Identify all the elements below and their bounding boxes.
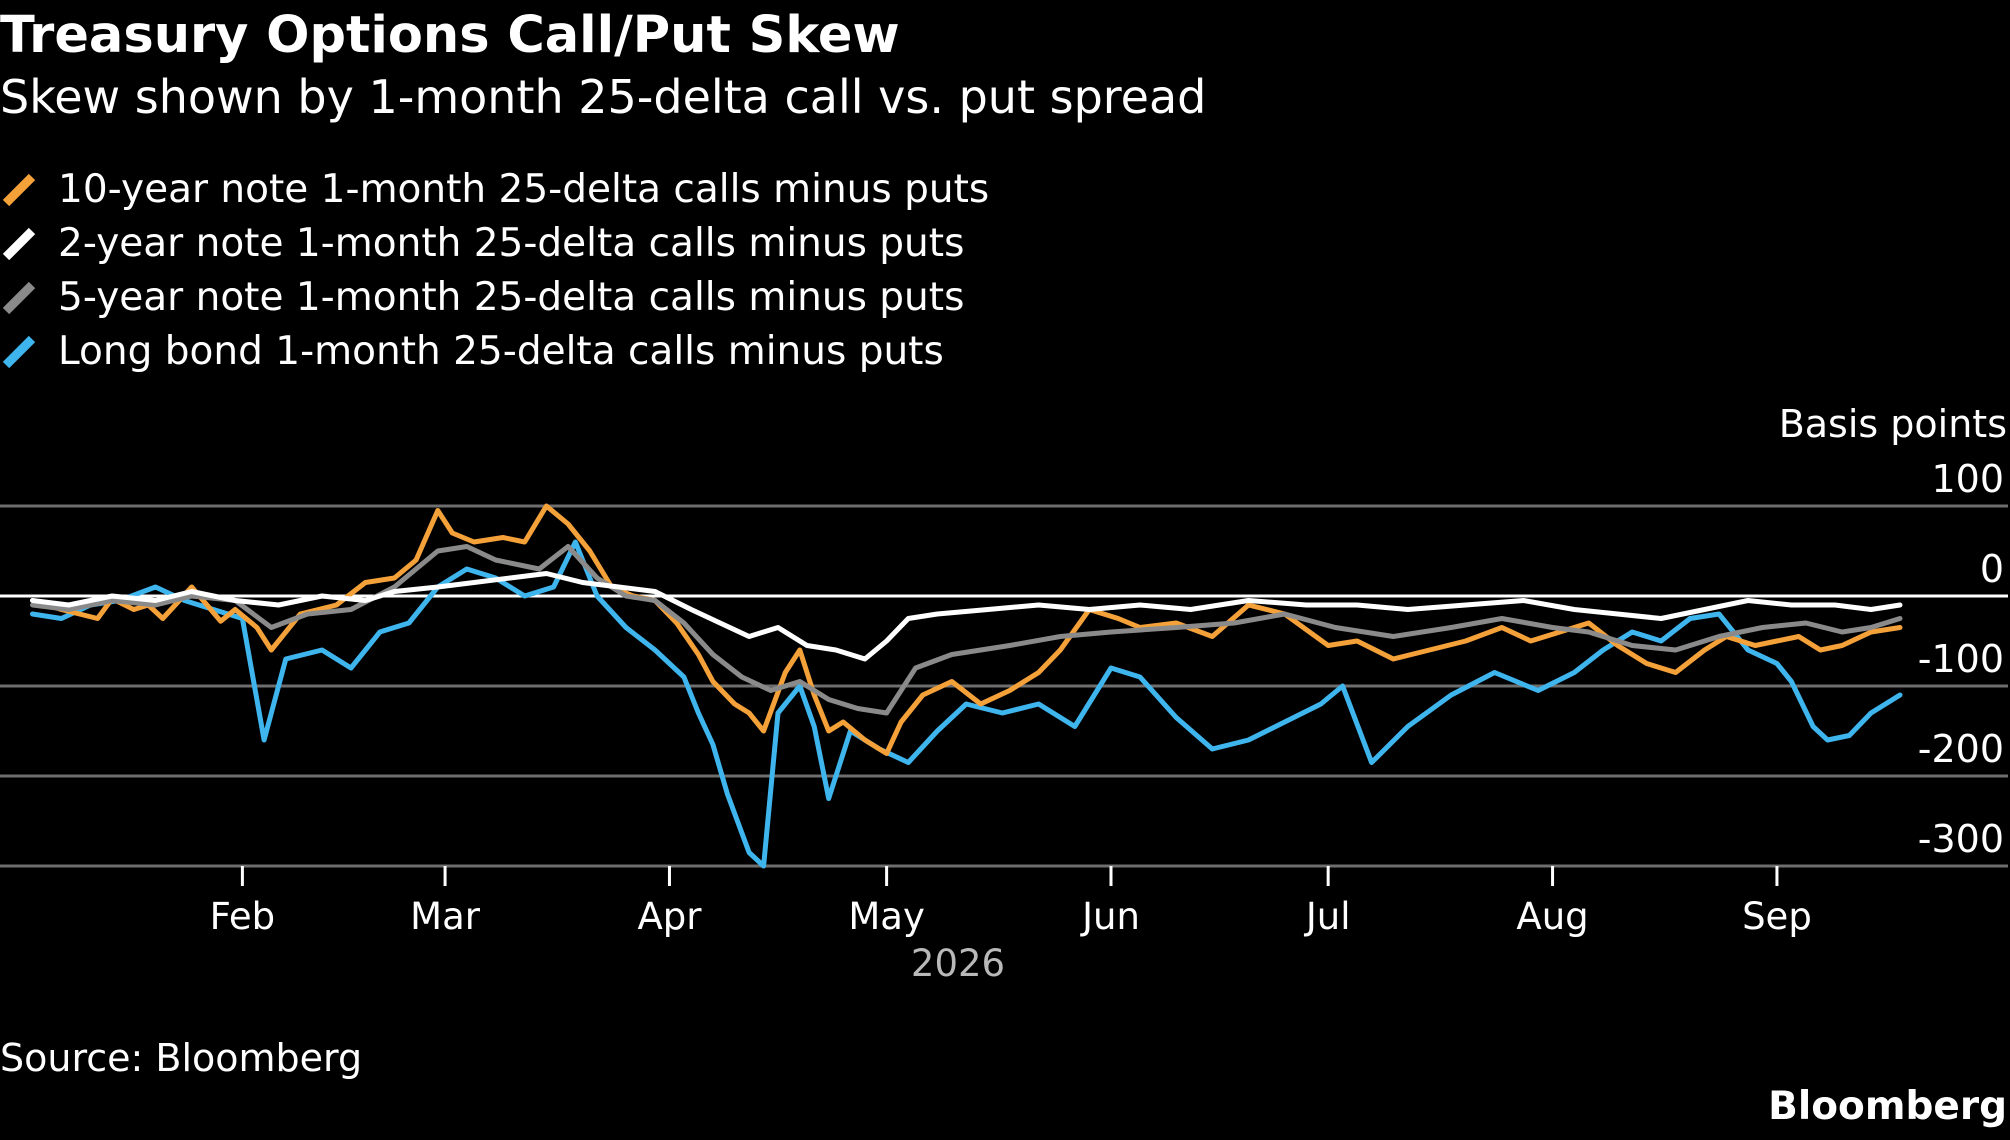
bloomberg-logo: Bloomberg	[1768, 1084, 2007, 1129]
series-line-0	[30, 503, 1903, 756]
grid-lines	[0, 504, 2008, 868]
legend-swatch-2-year	[0, 223, 58, 263]
x-tick-label: Feb	[210, 895, 276, 938]
x-tick-label: Jun	[1080, 895, 1140, 938]
series-lines	[30, 503, 1903, 869]
chart-subtitle: Skew shown by 1-month 25-delta call vs. …	[0, 70, 1207, 124]
legend-swatch-10-year	[0, 169, 58, 209]
y-tick-label: 100	[1931, 457, 2004, 501]
y-axis-unit-label: Basis points	[1778, 402, 2007, 446]
x-axis-year-label: 2026	[911, 942, 1005, 985]
legend-swatch-5-year	[0, 277, 58, 317]
legend-item-10-year: 10-year note 1-month 25-delta calls minu…	[0, 162, 989, 216]
series-line-2	[30, 544, 1903, 716]
y-tick-label: -200	[1918, 727, 2004, 771]
x-tick-label: Mar	[410, 895, 481, 938]
x-tick-label: Jul	[1304, 895, 1351, 938]
legend-label-2-year: 2-year note 1-month 25-delta calls minus…	[58, 220, 965, 266]
legend-item-long-bond: Long bond 1-month 25-delta calls minus p…	[0, 324, 989, 378]
legend: 10-year note 1-month 25-delta calls minu…	[0, 162, 989, 378]
source-note: Source: Bloomberg	[0, 1036, 363, 1080]
legend-label-long-bond: Long bond 1-month 25-delta calls minus p…	[58, 328, 944, 374]
x-tick-label: May	[848, 895, 925, 938]
legend-item-2-year: 2-year note 1-month 25-delta calls minus…	[0, 216, 989, 270]
x-tick-label: Apr	[637, 895, 702, 938]
y-tick-label: -100	[1918, 637, 2004, 681]
y-tick-label: 0	[1980, 547, 2004, 591]
y-tick-label: -300	[1918, 817, 2004, 861]
x-axis: Feb Mar Apr May Jun Jul Aug Sep 2026	[210, 866, 1812, 985]
legend-label-5-year: 5-year note 1-month 25-delta calls minus…	[58, 274, 965, 320]
line-chart: 100 0 -100 -200 -300 Feb Mar Apr May Jun Jul Aug Se…	[0, 457, 2008, 985]
legend-label-10-year: 10-year note 1-month 25-delta calls minu…	[58, 166, 990, 212]
y-axis-ticks: 100 0 -100 -200 -300	[1918, 457, 2004, 861]
x-tick-label: Sep	[1742, 895, 1812, 938]
legend-swatch-long-bond	[0, 331, 58, 371]
series-line-1	[30, 571, 1903, 662]
legend-item-5-year: 5-year note 1-month 25-delta calls minus…	[0, 270, 989, 324]
series-line-3	[30, 539, 1903, 869]
x-tick-label: Aug	[1516, 895, 1588, 938]
chart-title: Treasury Options Call/Put Skew	[0, 6, 900, 65]
